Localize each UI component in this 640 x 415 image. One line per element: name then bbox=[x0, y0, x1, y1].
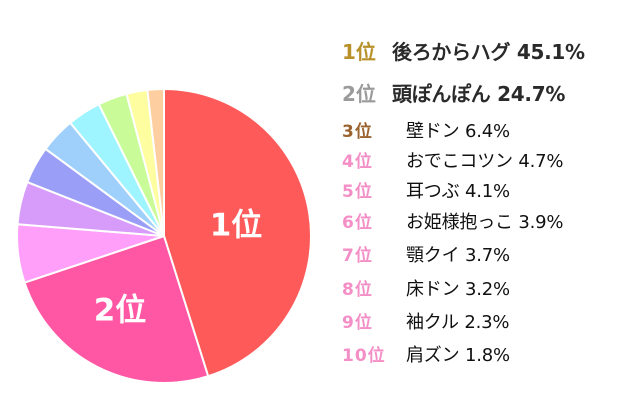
rank-label: 4位 bbox=[342, 152, 373, 172]
item-name: 袖クル 2.3% bbox=[406, 312, 510, 333]
item-name: 耳つぶ 4.1% bbox=[406, 181, 510, 202]
rank-label: 1位 bbox=[342, 40, 376, 64]
legend-item-6: 6位 お姫様抱っこ 3.9% bbox=[342, 208, 563, 234]
rank-label: 10位 bbox=[342, 346, 386, 366]
slice-label-2: 2位 bbox=[94, 293, 147, 329]
rank-label: 6位 bbox=[342, 213, 373, 233]
legend-item-8: 8位 床ドン 3.2% bbox=[342, 275, 510, 301]
item-name: 後ろからハグ 45.1% bbox=[392, 40, 585, 64]
pie-chart: 1位 2位 bbox=[16, 87, 312, 384]
rank-label: 5位 bbox=[342, 182, 373, 202]
pie-slice-2 bbox=[23, 234, 210, 384]
item-name: おでこコツン 4.7% bbox=[406, 151, 564, 172]
item-name: 壁ドン 6.4% bbox=[406, 121, 510, 142]
legend-item-2: 2位 頭ぽんぽん 24.7% bbox=[342, 78, 565, 107]
item-name: 肩ズン 1.8% bbox=[406, 345, 510, 366]
legend-item-9: 9位 袖クル 2.3% bbox=[342, 308, 510, 334]
item-name: 顎クイ 3.7% bbox=[406, 245, 510, 266]
legend-item-3: 3位 壁ドン 6.4% bbox=[342, 117, 510, 143]
pie-slice-10 bbox=[146, 87, 165, 237]
rank-label: 7位 bbox=[342, 246, 373, 266]
pie-slice-1 bbox=[163, 87, 312, 378]
legend-item-5: 5位 耳つぶ 4.1% bbox=[342, 177, 510, 203]
legend-item-7: 7位 顎クイ 3.7% bbox=[342, 241, 510, 267]
item-name: お姫様抱っこ 3.9% bbox=[406, 212, 564, 233]
rank-label: 9位 bbox=[342, 313, 373, 333]
legend-item-4: 4位 おでこコツン 4.7% bbox=[342, 147, 563, 173]
item-name: 床ドン 3.2% bbox=[406, 279, 510, 300]
rank-label: 3位 bbox=[342, 122, 373, 142]
legend-item-1: 1位 後ろからハグ 45.1% bbox=[342, 36, 585, 65]
rank-label: 2位 bbox=[342, 82, 376, 106]
legend-item-10: 10位 肩ズン 1.8% bbox=[342, 341, 510, 367]
rank-label: 8位 bbox=[342, 280, 373, 300]
slice-label-1: 1位 bbox=[210, 208, 263, 244]
item-name: 頭ぽんぽん 24.7% bbox=[392, 82, 566, 106]
